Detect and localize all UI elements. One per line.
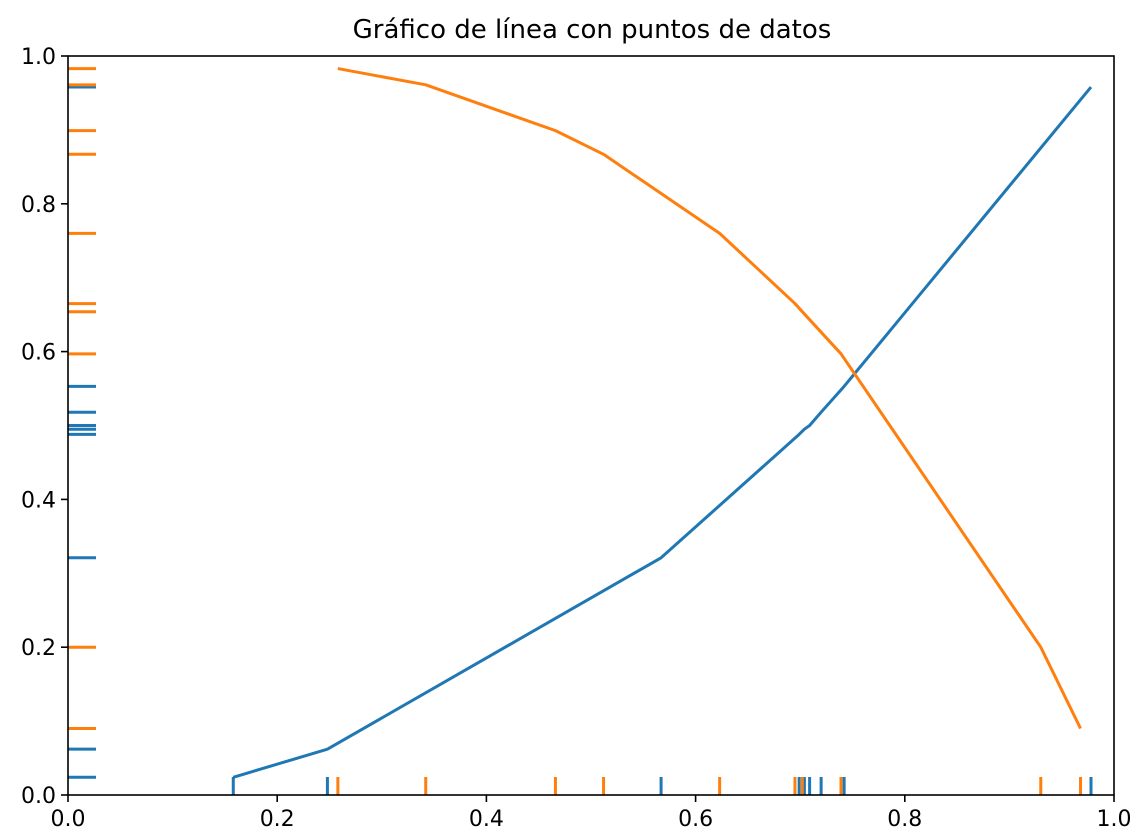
plot-frame <box>67 55 1115 796</box>
axis-layer: 0.0 0.2 0.4 0.6 0.8 1.0 0.0 0.2 0.4 0.6 0.8 1.0 <box>21 45 1132 832</box>
x-tick-label-5: 0.8 <box>887 807 922 832</box>
series-line-2 <box>337 67 1082 730</box>
x-tick-label-2: 0.2 <box>260 807 295 832</box>
x-tick-label-1: 0.0 <box>51 807 86 832</box>
y-tick-label-4: 0.6 <box>21 341 56 366</box>
x-tick-label-3: 0.4 <box>469 807 504 832</box>
x-tick-label-4: 0.6 <box>678 807 713 832</box>
rug-layer <box>68 67 1093 795</box>
y-tick-label-5: 0.8 <box>21 193 56 218</box>
chart-title: Gráfico de línea con puntos de datos <box>353 15 832 45</box>
x-tick-label-6: 1.0 <box>1097 807 1132 832</box>
y-tick-label-2: 0.2 <box>21 636 56 661</box>
y-tick-label-3: 0.4 <box>21 488 56 513</box>
y-tick-label-1: 0.0 <box>21 784 56 809</box>
y-tick-label-6: 1.0 <box>21 45 56 70</box>
series-layer <box>232 67 1093 779</box>
series-line-1 <box>232 86 1093 779</box>
